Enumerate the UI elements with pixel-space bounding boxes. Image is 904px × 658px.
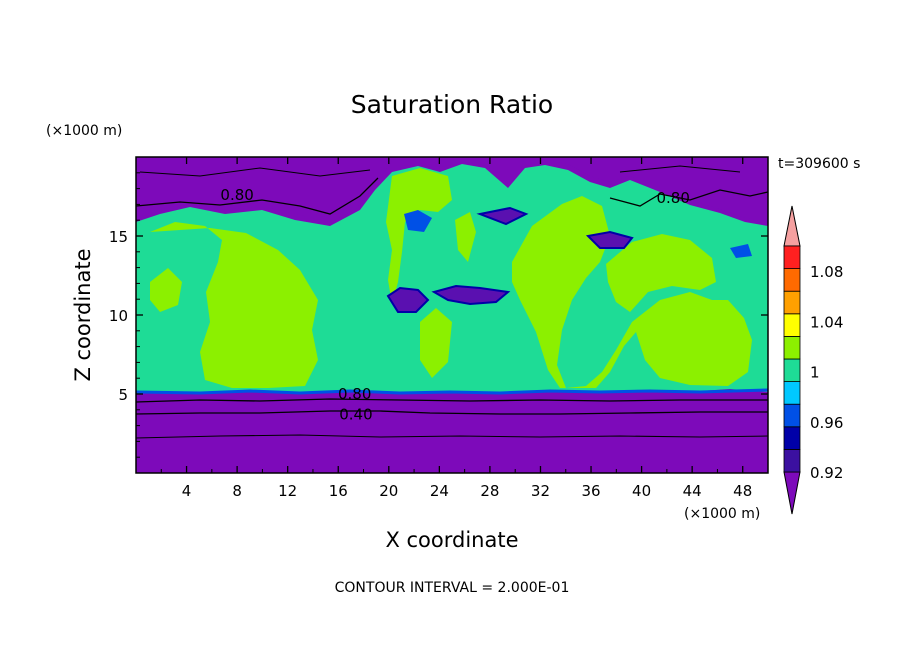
x-tick-label: 16 — [329, 482, 348, 500]
chart-title: Saturation Ratio — [351, 90, 553, 119]
x-tick-label: 36 — [581, 482, 600, 500]
z-unit-label: (×1000 m) — [46, 123, 122, 139]
field-green-blob-2 — [150, 268, 182, 312]
field-boundary-fringe — [136, 388, 768, 395]
colorbar-swatch — [783, 313, 801, 337]
colorbar-under-triangle — [783, 471, 801, 515]
x-tick-label: 40 — [632, 482, 651, 500]
contour-040-lower — [136, 410, 768, 415]
field-green-blob-3 — [386, 168, 452, 304]
contour-label: 0.80 — [220, 186, 253, 204]
field-dry-pocket-4 — [476, 206, 529, 226]
field-dry-pocket-6 — [730, 244, 752, 258]
colorbar-label: 0.92 — [810, 464, 843, 482]
contour-080-upper-right — [609, 189, 768, 207]
x-axis: 4 8 12 16 20 24 28 32 36 40 44 48 — [160, 157, 752, 500]
field-green-blob-6 — [606, 234, 716, 312]
x-tick-label: 24 — [430, 482, 449, 500]
field-green-blob-4 — [455, 212, 476, 262]
contour-interval-footer: CONTOUR INTERVAL = 2.000E-01 — [335, 580, 570, 596]
colorbar-swatch — [783, 426, 801, 450]
field-dry-pocket-5 — [404, 210, 432, 232]
field-green-blob-1 — [150, 222, 318, 388]
colorbar-label: 1.04 — [810, 313, 843, 331]
y-tick-label: 5 — [118, 386, 128, 404]
x-axis-label: X coordinate — [385, 528, 518, 552]
contour-labels: 0.80 0.40 0.80 0.80 — [220, 186, 689, 424]
y-tick-label: 15 — [109, 228, 128, 246]
colorbar-swatch — [783, 403, 801, 428]
field-upper-dry-right — [520, 157, 768, 222]
colorbar-over-triangle — [783, 205, 801, 247]
colorbar-swatch — [783, 245, 801, 270]
contour-080-upper — [136, 177, 379, 215]
field-dry-pocket-3 — [585, 230, 634, 249]
x-tick-label: 44 — [683, 482, 702, 500]
field-upper-dry-left — [136, 157, 395, 222]
contour-lowest — [136, 434, 768, 439]
colorbar: 0.92 0.96 1 1.04 1.08 — [783, 205, 843, 515]
field-green-blob-5 — [512, 196, 752, 388]
colorbar-swatch — [783, 358, 801, 383]
contour-080-lower — [136, 398, 768, 403]
x-tick-label: 28 — [480, 482, 499, 500]
colorbar-label: 1.08 — [810, 263, 843, 281]
x-tick-label: 48 — [733, 482, 752, 500]
contour-upper-thin — [139, 165, 741, 177]
y-axis: 5 10 15 — [109, 172, 768, 458]
contour-label: 0.40 — [339, 406, 372, 424]
colorbar-swatch — [783, 290, 801, 315]
colorbar-label: 0.96 — [810, 414, 843, 432]
x-tick-label: 8 — [232, 482, 242, 500]
y-tick-label: 10 — [109, 307, 128, 325]
contour-label: 0.80 — [656, 189, 689, 207]
field-green-blob-7 — [420, 308, 452, 378]
colorbar-swatch — [783, 381, 801, 405]
x-tick-label: 12 — [278, 482, 297, 500]
x-tick-label: 4 — [182, 482, 192, 500]
colorbar-swatch — [783, 448, 801, 473]
colorbar-label: 1 — [810, 364, 820, 382]
x-tick-label: 32 — [531, 482, 550, 500]
colorbar-swatch — [783, 335, 801, 360]
field-dry-pocket-2 — [431, 284, 511, 306]
y-axis-label: Z coordinate — [71, 248, 95, 381]
field-dry-pocket-1 — [386, 286, 430, 313]
contour-label: 0.80 — [338, 385, 371, 403]
x-unit-label: (×1000 m) — [684, 506, 760, 522]
time-label: t=309600 s — [778, 156, 860, 172]
colorbar-swatch — [783, 268, 801, 292]
x-tick-label: 20 — [379, 482, 398, 500]
plot-field — [136, 157, 768, 473]
